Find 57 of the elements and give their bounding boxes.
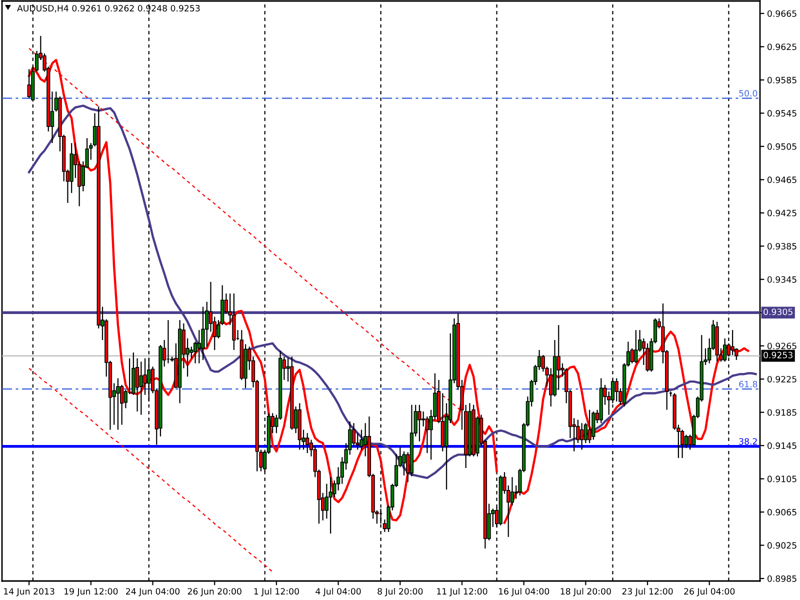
y-tick-label: 0.9465 [768,176,796,184]
x-tick-label: 11 Jul 12:00 [437,588,488,596]
candlestick [588,409,592,444]
ref-line-label: 0.9305 [764,308,792,316]
y-tick-label: 0.9545 [768,110,796,117]
y-tick-label: 0.9585 [768,76,796,84]
candlestick [139,361,143,416]
line-series [28,368,274,572]
candlestick [201,306,205,361]
x-tick-label: 8 Jul 20:00 [378,588,423,596]
y-tick-label: 0.9425 [768,210,796,216]
y-tick-label: 0.9185 [768,409,796,416]
x-tick-label: 16 Jul 04:00 [498,588,550,596]
x-tick-label: 26 Jun 20:00 [188,588,242,596]
y-tick-label: 0.9265 [768,342,796,350]
candlestick [730,330,734,356]
candlestick [680,429,684,459]
candlestick [646,342,650,372]
candlestick [328,476,332,534]
x-tick-label: 26 Jul 04:00 [684,588,735,596]
x-tick-label: 4 Jul 04:00 [316,588,361,596]
candlestick [418,404,422,442]
annotation: 38.2 [739,438,757,445]
candlestick [580,422,584,450]
y-tick-label: 0.8985 [768,575,796,582]
candlestick [402,450,406,476]
y-tick-label: 0.9505 [768,143,796,150]
candlestick [306,432,310,454]
candlestick [425,416,430,454]
chart-title: AUDUSD,H4 0.9261 0.9262 0.9248 0.9253 [17,4,200,12]
x-tick-label: 1 Jul 12:00 [254,588,299,596]
candlestick [116,378,120,430]
y-tick-label: 0.9105 [768,476,796,482]
y-tick-label: 0.9625 [768,44,796,50]
y-tick-label: 0.9025 [768,542,796,549]
y-tick-label: 0.9065 [768,508,796,516]
y-tick-label: 0.9345 [768,276,796,283]
y-tick-label: 0.9145 [768,442,796,449]
x-tick-label: 23 Jul 12:00 [622,588,673,596]
candlestick [422,410,426,427]
candlestick [592,410,596,440]
candlestick [510,476,514,506]
x-tick-label: 24 Jun 04:00 [126,588,180,596]
ref-line-label: 0.9253 [764,352,792,358]
candlestick [614,378,618,402]
annotation: 50.0 [739,90,758,97]
y-tick-label: 0.9665 [768,10,796,17]
y-tick-label: 0.9385 [768,243,796,250]
annotation: 61.8 [739,380,758,388]
x-tick-label: 18 Jul 20:00 [560,588,611,596]
candlestick [197,330,201,364]
x-tick-label: 19 Jun 12:00 [64,588,118,596]
candlestick [634,330,638,364]
candlestick [352,422,356,447]
candlestick [684,434,688,449]
y-tick-label: 0.9225 [768,376,796,382]
x-tick-label: 14 Jun 2013 [4,588,54,596]
